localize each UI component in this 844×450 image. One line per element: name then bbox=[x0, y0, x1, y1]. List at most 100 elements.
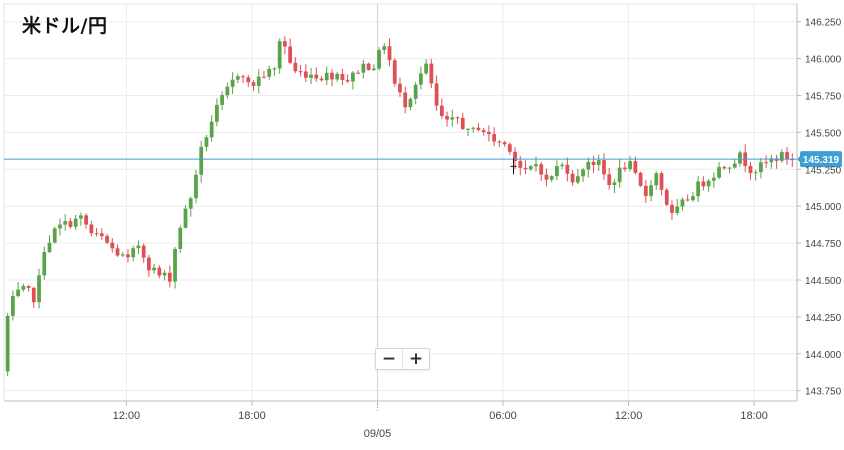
candle-body bbox=[147, 257, 151, 271]
candle-down bbox=[356, 70, 361, 75]
candle-up bbox=[382, 43, 387, 55]
candle-down bbox=[633, 156, 638, 175]
candle-body bbox=[94, 233, 99, 235]
candle-body bbox=[340, 73, 345, 80]
candle-down bbox=[105, 233, 109, 244]
candle-down bbox=[774, 154, 779, 169]
zoom-controls: − + bbox=[375, 348, 430, 370]
candle-body bbox=[675, 206, 680, 213]
candle-up bbox=[335, 71, 340, 82]
candle-body bbox=[439, 105, 444, 116]
candle-up bbox=[47, 235, 52, 254]
candle-body bbox=[120, 254, 125, 256]
candle-body bbox=[628, 161, 633, 170]
candle-down bbox=[31, 286, 36, 308]
candle-body bbox=[424, 63, 429, 74]
candle-body bbox=[235, 76, 240, 80]
candle-up bbox=[466, 128, 470, 137]
candle-body bbox=[42, 252, 47, 276]
candle-up bbox=[779, 149, 784, 163]
candle-down bbox=[623, 161, 627, 172]
current-price-label: 145.319 bbox=[803, 155, 840, 166]
y-tick-label: 145.250 bbox=[805, 165, 842, 176]
candle-body bbox=[37, 275, 41, 303]
candle-body bbox=[283, 41, 287, 47]
candle-up bbox=[42, 246, 47, 280]
candle-body bbox=[73, 218, 78, 227]
candle-up bbox=[759, 157, 763, 179]
candle-down bbox=[392, 58, 397, 87]
zoom-in-button[interactable]: + bbox=[402, 349, 429, 369]
candle-up bbox=[204, 134, 209, 152]
candle-body bbox=[779, 152, 784, 161]
candle-up bbox=[136, 240, 141, 254]
candle-body bbox=[230, 79, 235, 87]
candle-up bbox=[424, 59, 429, 76]
candle-down bbox=[288, 38, 293, 65]
candle-up bbox=[471, 126, 476, 133]
candle-up bbox=[215, 98, 219, 127]
candle-body bbox=[246, 77, 251, 83]
zoom-out-button[interactable]: − bbox=[381, 348, 397, 369]
candle-body bbox=[445, 115, 449, 120]
x-tick-label: 12:00 bbox=[113, 410, 141, 422]
candle-up bbox=[16, 282, 21, 298]
candle-body bbox=[267, 68, 272, 77]
candle-down bbox=[157, 265, 162, 279]
candle-down bbox=[298, 64, 303, 77]
candle-down bbox=[293, 57, 298, 74]
candle-down bbox=[570, 170, 575, 186]
candle-down bbox=[340, 68, 345, 85]
candle-up bbox=[581, 167, 585, 182]
candle-body bbox=[549, 176, 554, 180]
candle-body bbox=[732, 163, 737, 168]
candle-down bbox=[26, 284, 31, 292]
candle-up bbox=[235, 73, 240, 83]
candle-down bbox=[147, 254, 151, 277]
candle-body bbox=[659, 173, 664, 190]
candle-up bbox=[131, 245, 136, 262]
candle-up bbox=[37, 268, 41, 309]
candle-body bbox=[664, 189, 669, 205]
candle-body bbox=[617, 167, 622, 183]
candle-body bbox=[654, 173, 659, 186]
candle-body bbox=[596, 160, 601, 166]
candle-down bbox=[455, 116, 460, 124]
candle-down bbox=[445, 111, 449, 127]
candle-down bbox=[685, 194, 690, 202]
candle-down bbox=[115, 244, 120, 257]
candle-body bbox=[759, 162, 763, 173]
candle-down bbox=[110, 238, 115, 253]
y-tick-label: 146.250 bbox=[805, 18, 842, 29]
candle-up bbox=[753, 169, 758, 181]
candle-down bbox=[790, 153, 795, 168]
candle-up bbox=[178, 225, 183, 254]
candle-body bbox=[26, 286, 31, 288]
candle-body bbox=[277, 41, 282, 69]
candle-body bbox=[497, 141, 502, 143]
candle-body bbox=[335, 73, 340, 80]
candle-body bbox=[377, 50, 381, 69]
candle-body bbox=[319, 78, 324, 81]
candle-body bbox=[612, 182, 617, 186]
candle-body bbox=[560, 164, 565, 167]
y-tick-label: 145.500 bbox=[805, 128, 842, 139]
candle-up bbox=[654, 171, 659, 190]
candle-up bbox=[617, 159, 622, 188]
candle-body bbox=[403, 92, 408, 108]
candle-down bbox=[303, 64, 308, 83]
candle-up bbox=[675, 198, 680, 216]
candle-body bbox=[167, 272, 172, 282]
candle-up bbox=[691, 192, 695, 203]
candle-up bbox=[596, 154, 601, 171]
candle-down bbox=[246, 74, 251, 88]
candle-up bbox=[309, 67, 313, 85]
candle-down bbox=[670, 200, 674, 220]
candle-up bbox=[612, 179, 617, 194]
candle-body bbox=[382, 46, 387, 51]
candle-body bbox=[288, 46, 293, 63]
candle-up bbox=[361, 59, 366, 79]
candle-down bbox=[487, 125, 491, 142]
